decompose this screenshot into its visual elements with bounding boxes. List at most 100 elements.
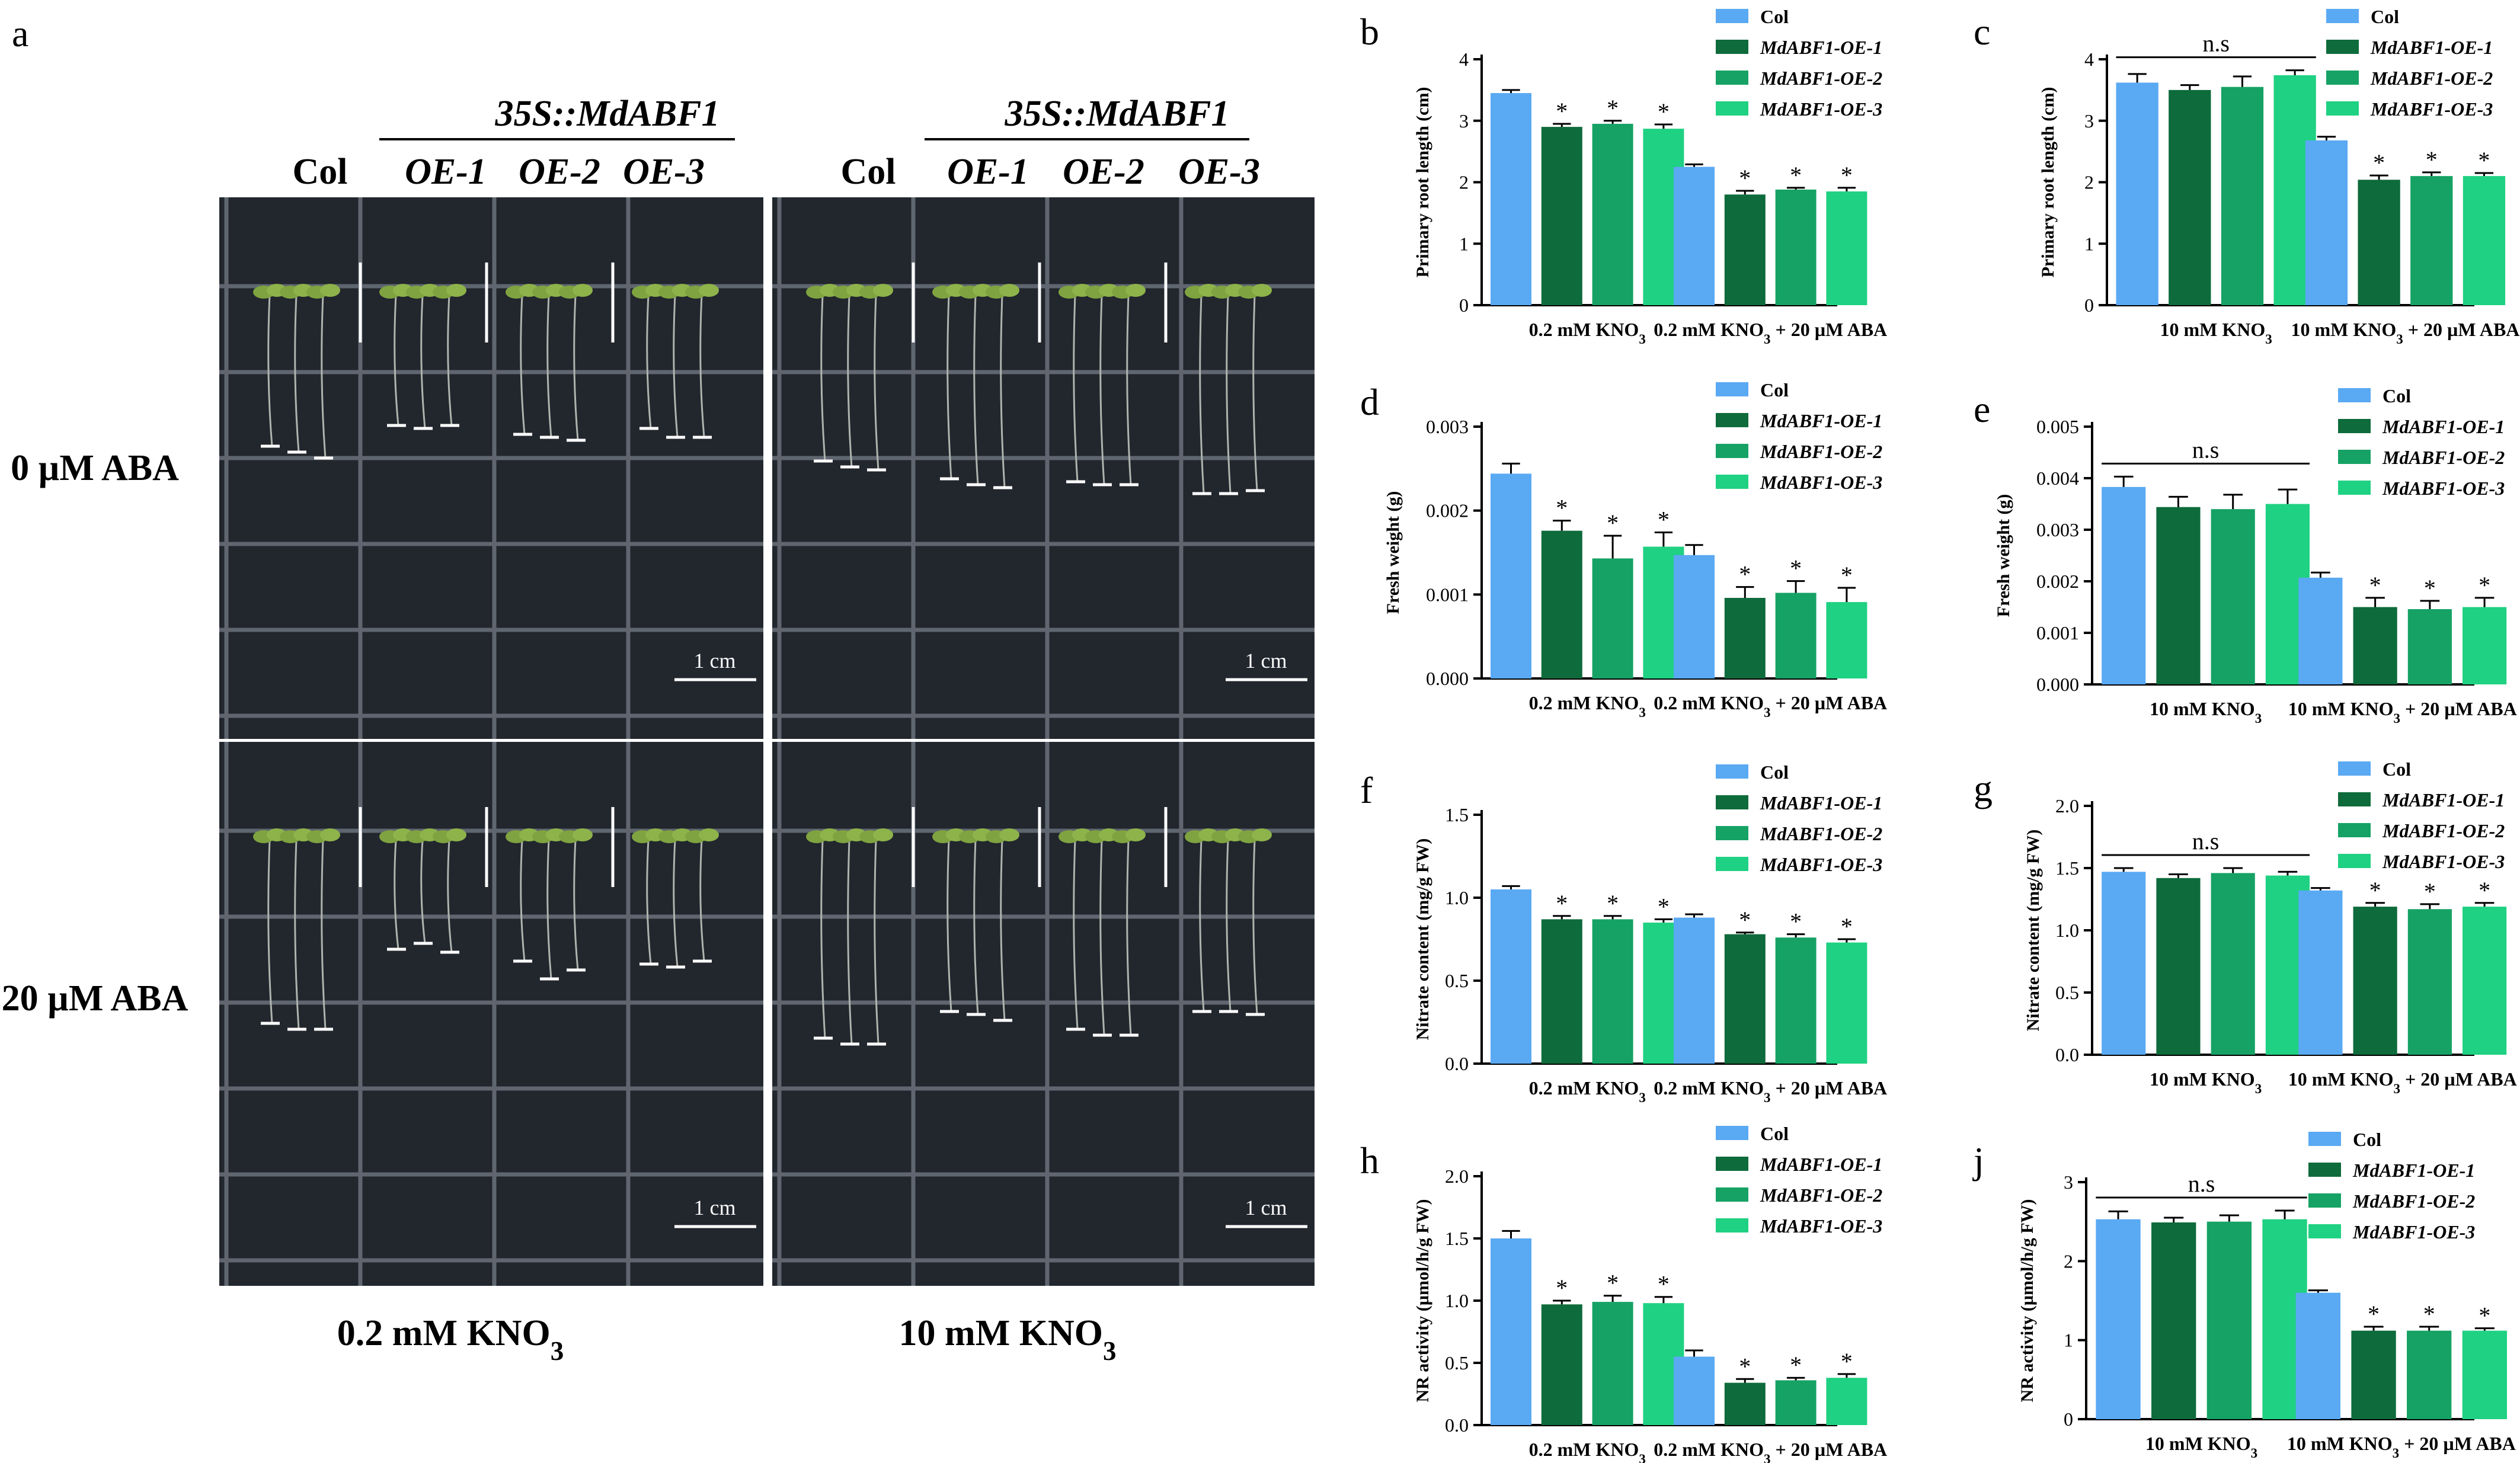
root <box>699 294 705 438</box>
root <box>1226 294 1232 494</box>
cotyledon <box>320 284 340 297</box>
y-axis-label: Fresh weight (g) <box>1383 491 1403 614</box>
bar <box>2211 509 2255 684</box>
y-tick-label: 3 <box>2064 1171 2073 1193</box>
condition-label: 0.2 mM KNO3 <box>337 1313 564 1366</box>
y-tick-label: 0.002 <box>2036 571 2079 592</box>
legend-label: MdABF1-OE-2 <box>1760 441 1882 462</box>
y-tick-label: 0.0 <box>2055 1044 2079 1065</box>
x-category-label: 0.2 mM KNO3 <box>1529 1439 1646 1463</box>
y-tick-label: 1 <box>1459 233 1469 254</box>
root <box>520 839 526 962</box>
significance-mark: * <box>1841 162 1853 188</box>
legend-swatch <box>1716 1126 1748 1140</box>
chart-c: c 0 1 2 3 4 Primary root length (cm) 10 mM KNO3… <box>1974 6 2519 347</box>
root <box>447 839 453 953</box>
cotyledon <box>573 828 593 841</box>
y-tick-label: 0.0 <box>1445 1053 1469 1074</box>
legend-swatch <box>1716 826 1748 840</box>
legend-swatch <box>1716 9 1748 23</box>
plate-background <box>772 742 1315 1286</box>
bar <box>2358 180 2400 305</box>
x-category-label: 10 mM KNO3 + 20 µM ABA <box>2288 698 2517 726</box>
legend-swatch <box>2338 792 2371 806</box>
chart-j: j 0 1 2 3 NR activity (µmol/h/g FW) 10 mM KNO3… <box>1972 1129 2516 1461</box>
bar <box>2410 176 2453 305</box>
significance-mark: * <box>2369 877 2381 904</box>
significance-mark: * <box>2426 146 2438 173</box>
legend-label: MdABF1-OE-1 <box>1760 792 1882 814</box>
panel-letter: e <box>1974 388 1990 430</box>
cotyledon <box>446 828 466 841</box>
legend-swatch <box>2338 419 2371 433</box>
bar <box>2353 607 2397 684</box>
y-tick-label: 3 <box>2084 110 2094 132</box>
root <box>699 839 705 962</box>
root <box>447 294 453 426</box>
significance-mark: * <box>1790 162 1802 188</box>
panel-letter: f <box>1360 769 1373 811</box>
bar <box>2407 1330 2452 1419</box>
legend-swatch <box>2338 450 2371 464</box>
bar <box>2305 140 2348 305</box>
bar <box>2298 577 2343 684</box>
bar <box>2463 907 2507 1055</box>
root <box>1099 839 1105 1036</box>
bar <box>1541 530 1582 678</box>
legend-swatch <box>1716 857 1748 871</box>
y-axis-label: Fresh weight (g) <box>1994 494 2013 617</box>
x-category-label: 10 mM KNO3 + 20 µM ABA <box>2287 1433 2516 1461</box>
bar <box>2295 1292 2341 1419</box>
legend-swatch <box>1716 1157 1748 1171</box>
scale-bar-label: 1 cm <box>694 649 736 673</box>
y-tick-label: 2.0 <box>2055 795 2079 817</box>
legend-swatch <box>2338 761 2371 776</box>
bar <box>1674 1356 1715 1425</box>
y-tick-label: 0.000 <box>2036 674 2079 695</box>
legend-swatch <box>1716 413 1748 427</box>
y-tick-label: 1.5 <box>2055 857 2079 879</box>
bar <box>1491 473 1531 678</box>
significance-mark: * <box>1658 893 1670 920</box>
legend-label: MdABF1-OE-1 <box>1760 410 1882 431</box>
chart-b: b 0 1 2 3 4 Primary root length (cm) * * * 0.2 mM … <box>1360 6 1887 347</box>
legend-label: Col <box>2383 385 2411 406</box>
y-tick-label: 0.002 <box>1426 500 1469 521</box>
bar <box>1826 602 1867 678</box>
root <box>1126 294 1132 485</box>
bar <box>1541 919 1582 1064</box>
panel-letter: h <box>1360 1139 1379 1182</box>
significance-mark: * <box>1607 1270 1619 1296</box>
root <box>267 294 273 447</box>
bar <box>2407 609 2452 684</box>
root <box>294 839 300 1030</box>
legend-swatch <box>1716 382 1748 396</box>
y-tick-label: 1.5 <box>1445 804 1469 825</box>
legend-label: Col <box>1760 6 1789 27</box>
bar <box>1775 189 1817 305</box>
scale-bar-label: 1 cm <box>694 1196 736 1219</box>
legend-swatch <box>1716 795 1748 809</box>
bar <box>1491 889 1531 1064</box>
bar <box>2102 872 2146 1055</box>
plate-background <box>219 742 763 1286</box>
y-tick-label: 0.005 <box>2036 416 2079 437</box>
bar <box>2211 873 2255 1055</box>
legend-swatch <box>1716 71 1748 85</box>
cotyledon <box>1125 828 1146 841</box>
legend-swatch <box>2326 9 2359 23</box>
row-label: 20 µM ABA <box>2 978 188 1019</box>
scale-bar-label: 1 cm <box>1245 1196 1287 1219</box>
bar <box>1775 593 1817 678</box>
y-tick-label: 2 <box>2084 172 2094 193</box>
bar <box>2096 1219 2141 1419</box>
genotype-label: OE-1 <box>947 152 1029 192</box>
significance-mark: * <box>2368 1301 2380 1327</box>
root <box>1073 839 1079 1030</box>
root <box>1126 839 1132 1036</box>
chart-f: f 0.0 0.5 1.0 1.5 Nitrate content (mg/g FW) * *… <box>1360 761 1887 1105</box>
bar <box>2156 878 2201 1055</box>
root <box>420 839 426 944</box>
ns-label: n.s <box>2192 436 2220 463</box>
